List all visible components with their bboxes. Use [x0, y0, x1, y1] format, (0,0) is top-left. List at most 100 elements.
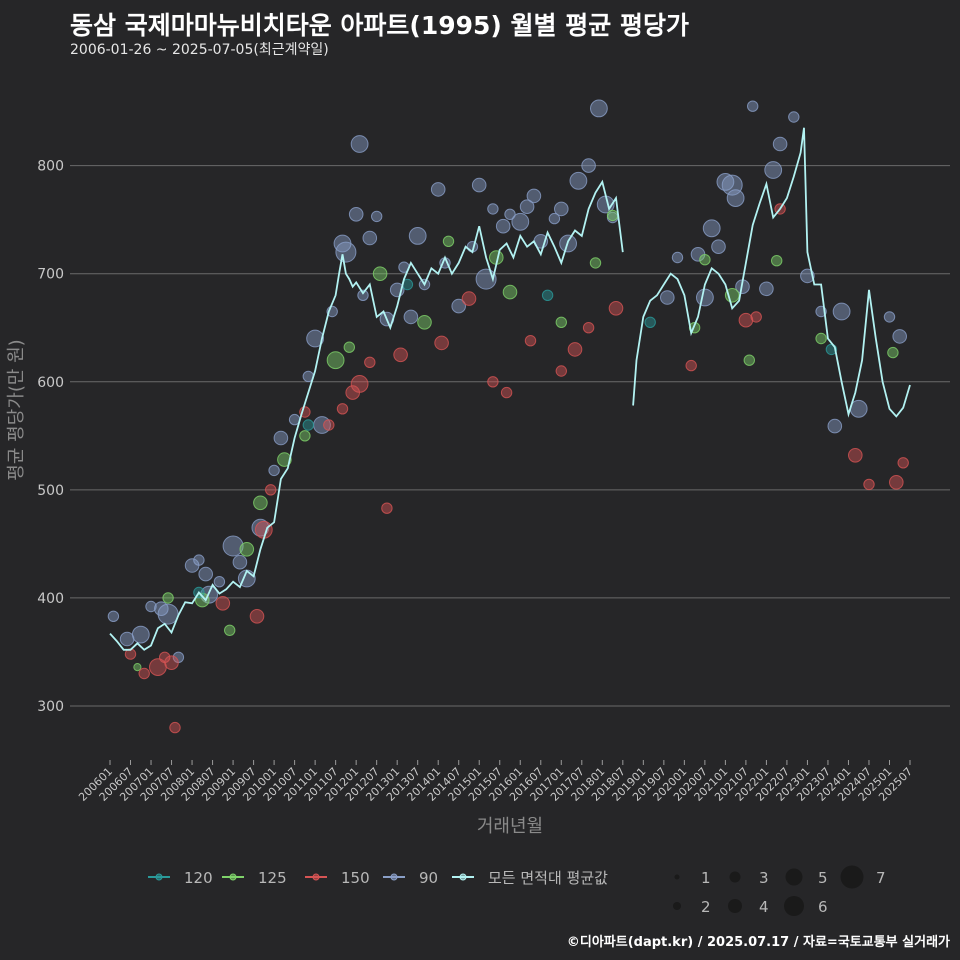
point-150	[897, 457, 909, 469]
point-90	[371, 210, 383, 223]
grid-lines	[70, 165, 950, 707]
point-90	[526, 188, 542, 204]
legend-swatch-dot	[459, 873, 467, 881]
point-90	[193, 554, 205, 566]
size-legend-dot	[728, 899, 742, 913]
point-150	[750, 311, 762, 323]
point-125	[162, 592, 174, 604]
point-90	[726, 189, 745, 208]
point-150	[434, 335, 449, 351]
y-tick-labels: 300 400 500 600 700 800	[37, 159, 64, 715]
size-legend-label: 3	[759, 869, 769, 887]
size-legend-dot	[673, 902, 681, 910]
point-90	[268, 464, 280, 477]
point-150	[738, 312, 754, 328]
point-150	[889, 475, 904, 490]
point-90	[403, 309, 419, 325]
point-150	[169, 721, 181, 734]
point-125	[699, 254, 711, 266]
point-125	[253, 495, 268, 511]
point-150	[393, 347, 408, 363]
point-150	[608, 301, 624, 316]
point-90	[350, 135, 369, 153]
legend-label: 125	[258, 869, 287, 887]
point-90	[273, 430, 289, 446]
scatter-points	[107, 99, 909, 734]
legend-label: 150	[341, 869, 370, 887]
point-90	[213, 576, 226, 588]
point-90	[832, 302, 851, 321]
point-125	[815, 332, 827, 345]
point-125	[502, 284, 518, 300]
point-125	[887, 346, 899, 359]
point-150	[215, 596, 231, 611]
point-125	[343, 341, 355, 353]
point-90	[548, 212, 561, 225]
chart-title: 동삼 국제마마뉴비치타운 아파트(1995) 월별 평균 평당가	[70, 11, 689, 40]
point-150	[164, 655, 179, 671]
point-90	[511, 212, 530, 231]
point-90	[471, 177, 487, 193]
y-axis-label: 평균 평당가(만 원)	[6, 339, 27, 480]
source-caption: ©디아파트(dapt.kr) / 2025.07.17 / 자료=국토교통부 실…	[566, 935, 950, 950]
point-90	[759, 281, 774, 297]
y-tick-label: 800	[37, 159, 64, 175]
legend-swatch-dot	[229, 873, 237, 881]
point-125	[589, 257, 602, 269]
point-90	[711, 239, 726, 254]
point-125	[743, 354, 755, 366]
point-90	[671, 251, 684, 264]
point-90	[696, 288, 714, 307]
point-90	[581, 158, 596, 173]
point-125	[442, 235, 455, 248]
point-150	[381, 502, 393, 514]
point-125	[239, 542, 255, 557]
point-90	[232, 554, 248, 570]
size-legend-label: 5	[818, 869, 828, 887]
size-legend-label: 2	[701, 898, 711, 916]
size-legend-label: 6	[818, 898, 828, 916]
point-150	[567, 342, 583, 357]
point-90	[504, 208, 516, 221]
x-tick-labels: 2006012006072007012007072008012008072009…	[76, 760, 915, 804]
point-90	[883, 311, 896, 323]
size-legend-dot	[729, 871, 741, 883]
size-legend-label: 1	[701, 869, 711, 887]
point-150	[848, 448, 863, 463]
y-tick-label: 500	[37, 483, 64, 499]
point-150	[364, 356, 376, 368]
y-tick-label: 300	[37, 699, 64, 715]
point-90	[251, 518, 270, 537]
point-125	[771, 255, 783, 267]
point-150	[685, 359, 697, 372]
chart-subtitle: 2006-01-26 ~ 2025-07-05(최근계약일)	[70, 42, 329, 58]
point-150	[323, 419, 335, 431]
point-90	[788, 111, 800, 123]
point-150	[487, 376, 499, 388]
point-90	[198, 566, 213, 582]
point-90	[764, 161, 783, 179]
point-90	[519, 199, 535, 214]
legend-label: 모든 면적대 평균값	[488, 869, 608, 887]
point-90	[408, 227, 427, 245]
y-tick-label: 600	[37, 375, 64, 391]
point-125	[417, 315, 432, 330]
point-120	[541, 289, 554, 301]
point-90	[660, 290, 675, 305]
average-line-segment	[109, 179, 624, 651]
point-150	[582, 322, 595, 334]
point-90	[800, 268, 815, 284]
point-125	[224, 624, 236, 636]
point-125	[555, 316, 567, 328]
point-90	[107, 610, 120, 622]
size-legend: 1 2 3 4 5 6 7	[673, 865, 886, 916]
point-125	[195, 592, 210, 608]
legend-swatch-dot	[155, 873, 163, 881]
size-legend-label: 4	[759, 898, 769, 916]
point-150	[249, 609, 265, 624]
point-90	[747, 100, 759, 112]
series-legend: 120 125 150 90 모든 면적대 평균값	[148, 869, 608, 887]
point-90	[892, 329, 908, 344]
point-150	[863, 478, 875, 491]
